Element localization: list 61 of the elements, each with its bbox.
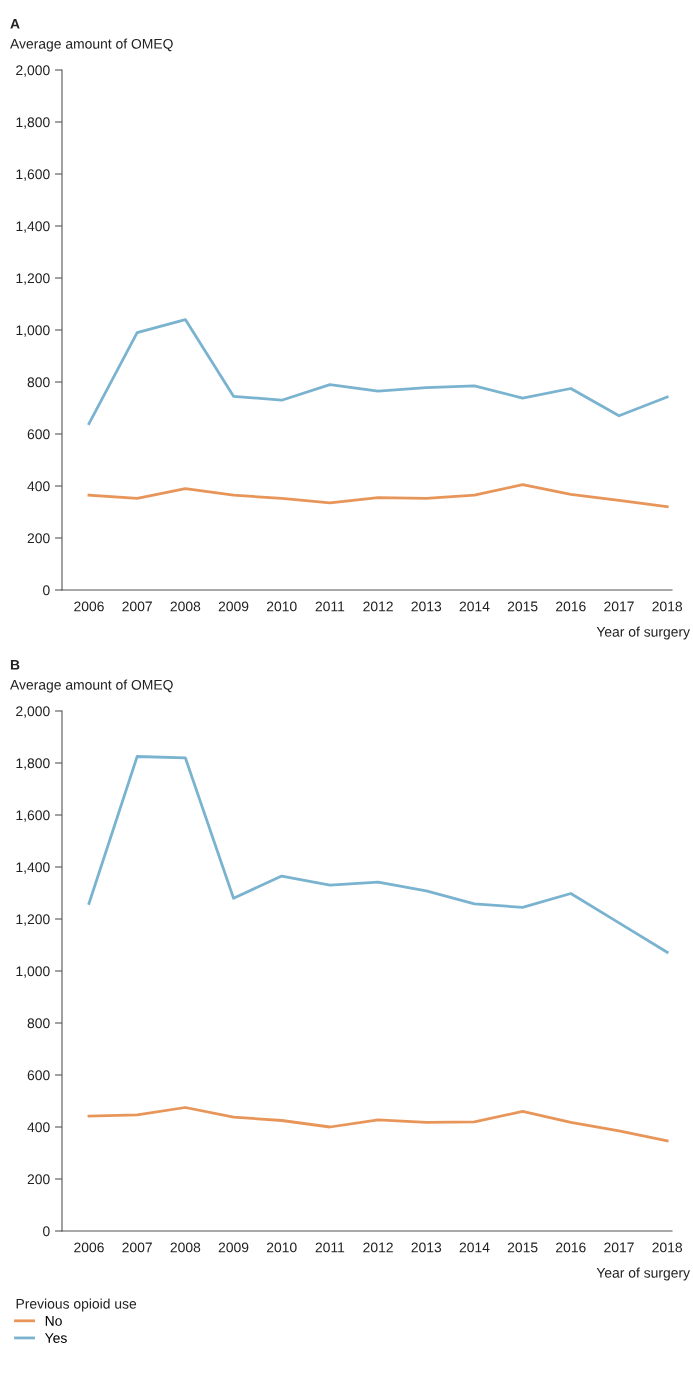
x-tick-label: 2011 [315,601,345,612]
x-tick-label: 2011 [315,1242,345,1253]
y-tick-label: 1,200 [16,914,50,926]
legend-title: Previous opioid use [16,1298,137,1312]
y-tick-label: 800 [27,1018,50,1029]
y-tick-label: 0 [43,585,50,596]
x-tick-label: 2018 [652,601,683,612]
y-tick-label: 1,600 [16,810,50,822]
y-tick-label: 800 [27,377,50,388]
y-axis-title: Average amount of OMEQ [10,38,173,52]
line-series [87,483,669,509]
y-tick-label: 2,000 [16,65,50,77]
chart-title: A [10,19,20,29]
y-tick-label: 1,400 [16,862,50,874]
x-tick-label: 2015 [507,601,538,612]
x-tick-label: 2009 [218,601,249,612]
line-series [87,1106,669,1143]
legend-label: No [45,1316,62,1326]
x-tick-label: 2008 [170,601,201,612]
x-axis-title: Year of surgery [596,1267,690,1281]
x-axis-title: Year of surgery [596,626,690,640]
x-tick-label: 2015 [507,1242,538,1253]
x-tick-label: 2018 [652,1242,683,1253]
x-tick-label: 2014 [459,601,490,612]
x-tick-label: 2006 [74,601,104,612]
x-tick-label: 2007 [122,1242,152,1253]
y-tick-label: 1,200 [16,273,50,285]
y-tick-label: 200 [27,533,50,544]
y-tick-label: 1,400 [16,221,50,233]
y-tick-label: 1,800 [16,758,50,770]
y-tick-label: 400 [27,1122,50,1133]
y-tick-label: 1,600 [16,169,50,181]
x-tick-label: 2017 [604,601,634,612]
x-tick-label: 2017 [604,1242,634,1253]
x-tick-label: 2016 [556,601,586,612]
legend-label: Yes [44,1333,67,1343]
y-tick-label: 400 [27,481,50,492]
x-tick-label: 2013 [411,1242,442,1253]
x-tick-label: 2009 [218,1242,249,1253]
x-tick-label: 2016 [556,1242,586,1253]
y-tick-label: 1,000 [16,325,50,337]
x-tick-label: 2014 [459,1242,490,1253]
y-tick-label: 1,800 [16,117,50,129]
y-axis-title: Average amount of OMEQ [10,679,173,693]
line-series [87,755,669,954]
x-tick-label: 2010 [266,601,297,612]
x-tick-label: 2013 [411,601,442,612]
y-tick-label: 0 [43,1226,50,1237]
y-tick-label: 1,000 [16,966,50,978]
y-tick-label: 600 [27,429,50,440]
line-series [87,318,669,425]
x-tick-label: 2008 [170,1242,201,1253]
x-tick-label: 2012 [363,1242,393,1253]
x-tick-label: 2012 [363,601,393,612]
y-tick-label: 2,000 [16,706,50,718]
y-tick-label: 200 [27,1174,50,1185]
chart-title: B [10,660,20,670]
y-tick-label: 600 [27,1070,50,1081]
x-tick-label: 2007 [122,601,152,612]
x-tick-label: 2006 [74,1242,104,1253]
x-tick-label: 2010 [266,1242,297,1253]
